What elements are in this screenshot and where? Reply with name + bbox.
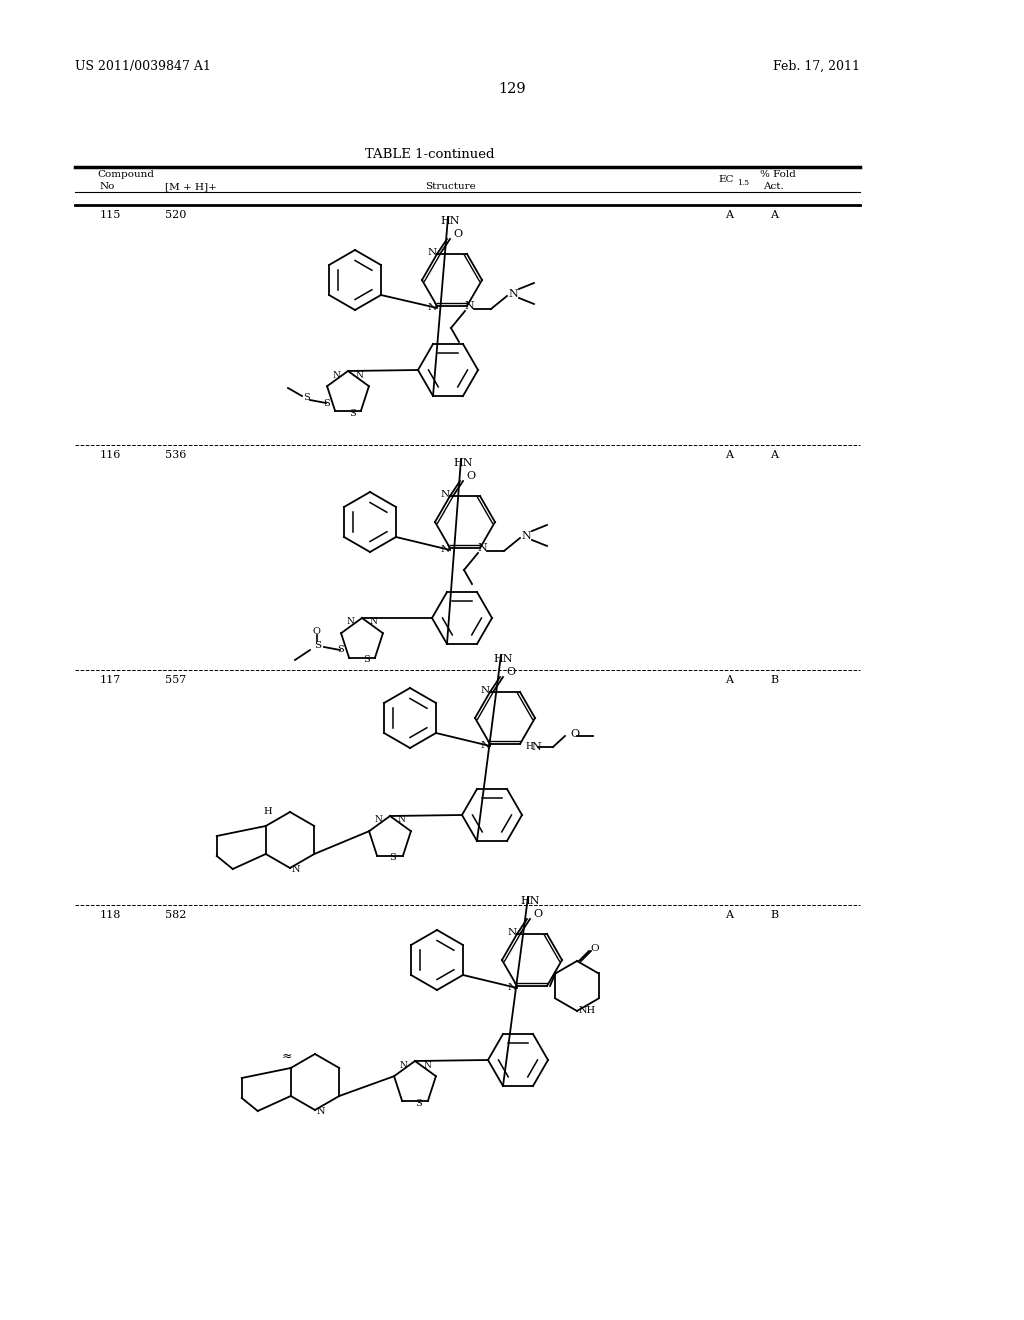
Text: 520: 520 <box>165 210 186 220</box>
Text: S: S <box>303 393 309 403</box>
Text: O: O <box>570 729 580 739</box>
Text: N: N <box>531 742 541 752</box>
Text: Act.: Act. <box>763 182 783 191</box>
Text: H: H <box>525 742 532 751</box>
Text: S: S <box>364 656 371 664</box>
Text: N: N <box>480 685 489 694</box>
Text: O: O <box>534 909 543 919</box>
Text: S: S <box>337 645 344 655</box>
Text: N: N <box>521 531 530 541</box>
Text: HN: HN <box>520 896 540 906</box>
Text: TABLE 1-continued: TABLE 1-continued <box>366 148 495 161</box>
Text: H: H <box>264 808 272 817</box>
Text: N: N <box>508 983 516 993</box>
Text: A: A <box>725 909 733 920</box>
Text: No: No <box>100 182 116 191</box>
Text: N: N <box>292 866 300 874</box>
Text: O: O <box>507 667 515 677</box>
Text: N: N <box>370 618 378 627</box>
Text: N: N <box>480 742 489 751</box>
Text: A: A <box>770 450 778 459</box>
Text: N: N <box>317 1107 326 1117</box>
Text: B: B <box>770 909 778 920</box>
Text: 129: 129 <box>499 82 525 96</box>
Text: N: N <box>346 618 354 627</box>
Text: S: S <box>415 1098 421 1107</box>
Text: S: S <box>349 408 356 417</box>
Text: N: N <box>508 289 518 300</box>
Text: ≈: ≈ <box>282 1049 292 1063</box>
Text: N: N <box>427 304 436 313</box>
Text: N: N <box>427 248 436 256</box>
Text: NH: NH <box>579 1006 596 1015</box>
Text: 557: 557 <box>165 675 186 685</box>
Text: O: O <box>312 627 319 635</box>
Text: N: N <box>440 490 450 499</box>
Text: 117: 117 <box>100 675 121 685</box>
Text: N: N <box>356 371 364 380</box>
Text: EC: EC <box>718 176 733 183</box>
Text: Structure: Structure <box>425 182 475 191</box>
Text: A: A <box>770 210 778 220</box>
Text: N: N <box>399 1060 407 1069</box>
Text: HN: HN <box>440 216 460 226</box>
Text: O: O <box>591 945 599 953</box>
Text: 582: 582 <box>165 909 186 920</box>
Text: S: S <box>389 854 396 862</box>
Text: Compound: Compound <box>97 170 154 180</box>
Text: 536: 536 <box>165 450 186 459</box>
Text: 118: 118 <box>100 909 122 920</box>
Text: O: O <box>454 228 463 239</box>
Text: HN: HN <box>493 653 512 664</box>
Text: N: N <box>464 301 474 312</box>
Text: A: A <box>725 450 733 459</box>
Text: N: N <box>440 545 450 554</box>
Text: N: N <box>332 371 340 380</box>
Text: N: N <box>398 816 406 825</box>
Text: O: O <box>467 471 475 480</box>
Text: N: N <box>508 928 516 936</box>
Text: % Fold: % Fold <box>760 170 796 180</box>
Text: N: N <box>374 816 382 825</box>
Text: A: A <box>725 675 733 685</box>
Text: N: N <box>423 1060 431 1069</box>
Text: Feb. 17, 2011: Feb. 17, 2011 <box>773 59 860 73</box>
Text: 115: 115 <box>100 210 122 220</box>
Text: 116: 116 <box>100 450 122 459</box>
Text: A: A <box>725 210 733 220</box>
Text: S: S <box>314 640 322 649</box>
Text: US 2011/0039847 A1: US 2011/0039847 A1 <box>75 59 211 73</box>
Text: 1.5: 1.5 <box>737 180 750 187</box>
Text: HN: HN <box>453 458 472 469</box>
Text: [M + H]+: [M + H]+ <box>165 182 217 191</box>
Text: S: S <box>324 399 330 408</box>
Text: B: B <box>770 675 778 685</box>
Text: N: N <box>477 543 486 553</box>
